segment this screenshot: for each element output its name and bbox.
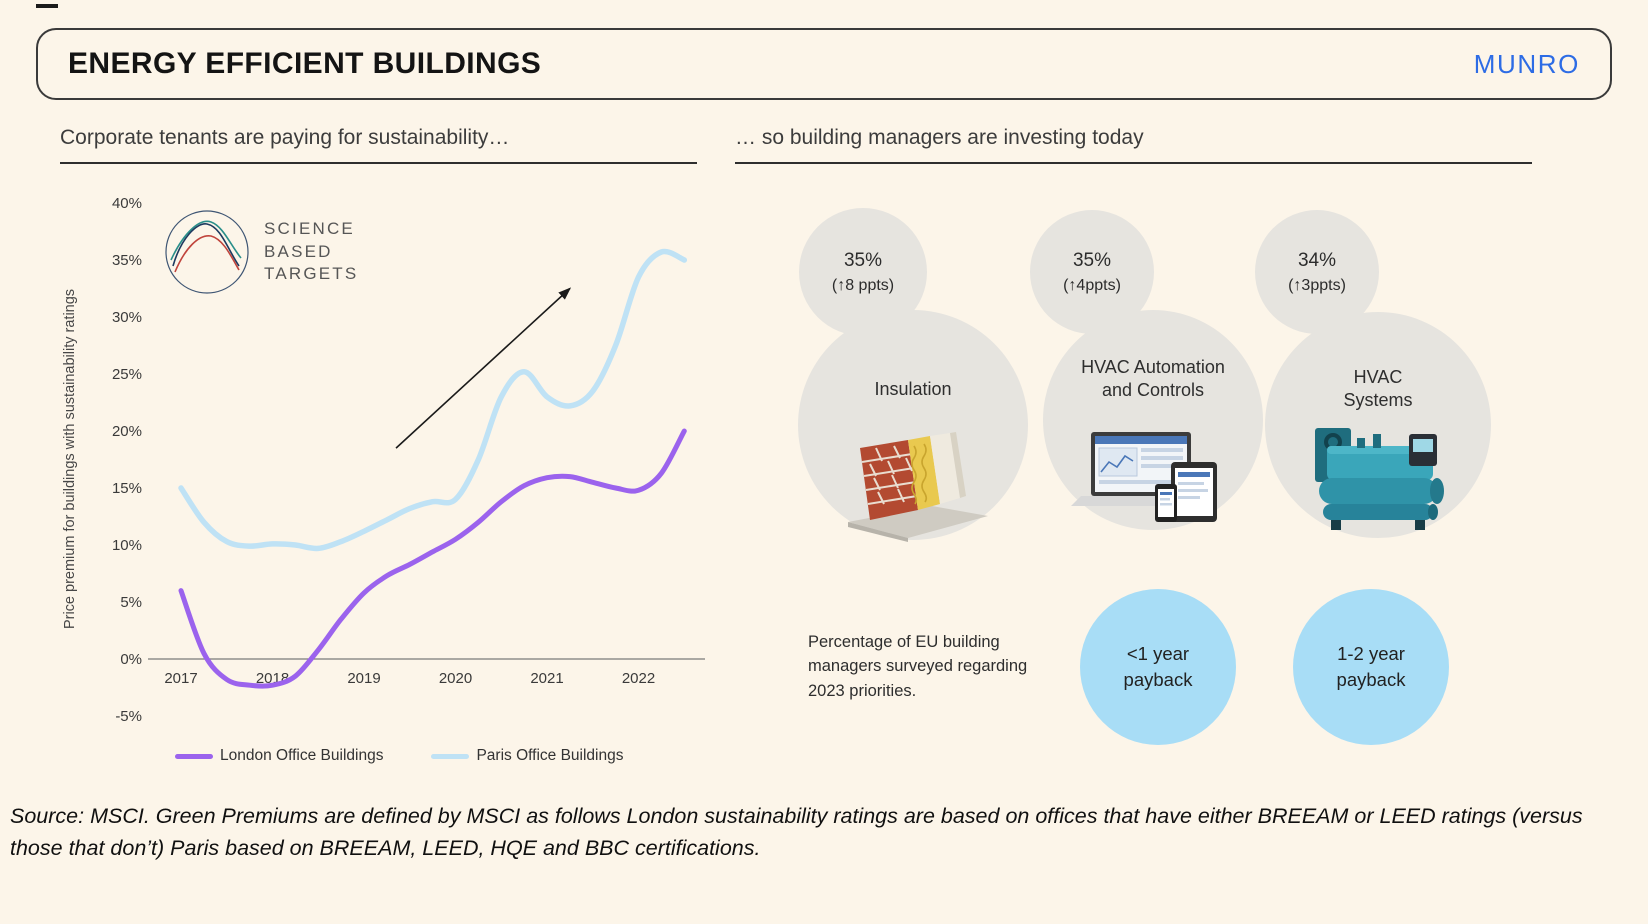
paris-legend-label: Paris Office Buildings [476,747,624,764]
right-heading-rule [735,162,1532,164]
trend-arrow [395,287,572,449]
svg-text:2022: 2022 [622,670,655,687]
svg-text:5%: 5% [120,594,142,611]
svg-text:0%: 0% [120,651,142,668]
svg-text:35%: 35% [112,252,142,269]
survey-note: Percentage of EU building managers surve… [808,633,1028,700]
svg-text:2021: 2021 [530,670,563,687]
london-legend-swatch [175,753,213,759]
paris-legend-swatch [431,753,470,759]
right-section-heading: … so building managers are investing tod… [735,126,1144,149]
svg-text:25%: 25% [112,366,142,383]
stat-value: 34% [1297,249,1337,271]
stat-delta: (↑8 ppts) [831,276,895,294]
svg-text:-5%: -5% [115,708,142,725]
hvac-systems-image [1315,428,1444,530]
paris-office-buildings-line [178,248,688,552]
payback-circle-2: 1-2 year payback [1293,589,1449,745]
sbt-word-1: SCIENCE [264,219,355,239]
topic-label: Insulation [874,379,952,399]
svg-text:40%: 40% [112,195,142,212]
svg-text:2017: 2017 [164,670,197,687]
munro-logo: MUNRO [1473,48,1580,79]
topic-circle-insulation: Insulation [798,310,1028,542]
stat-delta: (↑4ppts) [1063,276,1121,294]
stat-delta: (↑3ppts) [1288,276,1346,294]
left-heading-rule [60,162,697,164]
page-title: ENERGY EFFICIENT BUILDINGS [68,47,542,80]
topic-circle-hvac-systems: HVAC Systems [1265,312,1491,538]
science-based-targets-logo: SCIENCE BASED TARGETS [163,208,358,296]
sbt-logo-mark [165,210,249,294]
hvac-automation-image [1071,432,1217,522]
topic-circle-hvac-automation: HVAC Automation and Controls [1043,310,1263,530]
top-left-mark [36,4,58,8]
stat-circle-insulation: 35% (↑8 ppts) [799,208,927,336]
london-office-buildings-line [178,428,687,689]
svg-text:20%: 20% [112,423,142,440]
stat-value: 35% [1072,249,1112,271]
svg-text:30%: 30% [112,309,142,326]
sbt-logo-text: SCIENCE BASED TARGETS [264,218,358,285]
sbt-word-3: TARGETS [264,264,359,284]
left-section-heading: Corporate tenants are paying for sustain… [60,126,510,149]
green-premium-chart: 40%35%30%25%20%15%10%5%0%-5%2017 2018 2019… [62,195,705,725]
svg-text:2020: 2020 [439,670,472,687]
london-legend-label: London Office Buildings [220,747,384,764]
topic-label: HVAC Automation and Controls [1081,357,1225,401]
header: ENERGY EFFICIENT BUILDINGS MUNRO [36,28,1612,100]
source-note: Source: MSCI. Green Premiums are defined… [10,804,1583,861]
svg-text:10%: 10% [112,537,142,554]
payback-circle-1: <1 year payback [1080,589,1236,745]
svg-text:2019: 2019 [347,670,380,687]
sbt-word-2: BASED [264,241,333,261]
topic-label: HVAC Systems [1343,367,1413,411]
insulation-image [848,432,988,542]
chart-legend: London Office Buildings Paris Office Bui… [175,747,623,765]
stat-value: 35% [843,249,883,271]
svg-text:15%: 15% [112,480,142,497]
svg-text:Price premium for buildings wi: Price premium for buildings with sustain… [62,289,78,629]
